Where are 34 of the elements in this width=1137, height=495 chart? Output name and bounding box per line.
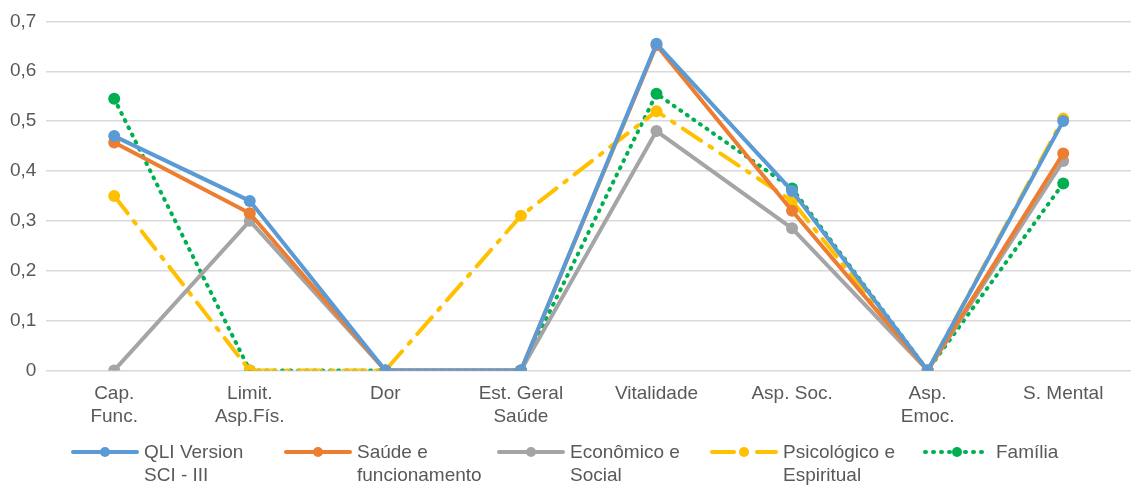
- point: [786, 204, 799, 217]
- x-tick-label: Dor: [370, 382, 402, 404]
- y-tick-label: 0,5: [9, 109, 37, 131]
- point: [1057, 177, 1070, 190]
- y-tick-label: 0,4: [9, 159, 37, 181]
- y-tick-label: 0,2: [9, 258, 37, 280]
- point: [1057, 147, 1070, 160]
- x-tick-label: Est. Geral Saúde: [478, 382, 564, 426]
- y-tick-label: 0,7: [9, 9, 37, 31]
- legend-label: QLI Version SCI - III: [144, 440, 245, 486]
- point: [108, 189, 121, 202]
- point: [650, 125, 663, 138]
- x-tick-label: Vitalidade: [614, 382, 699, 404]
- point: [786, 222, 799, 235]
- x-tick-label: Cap. Func.: [90, 382, 138, 426]
- legend-label: Família: [996, 440, 1059, 463]
- x-tick-label: Limit. Asp.Fís.: [214, 382, 285, 426]
- legend-label: Saúde e funcionamento: [357, 440, 482, 486]
- x-tick-label: Asp. Soc.: [751, 382, 833, 404]
- y-tick-label: 0,3: [9, 209, 37, 231]
- point: [514, 209, 527, 222]
- point: [650, 87, 663, 100]
- x-tick-label: S. Mental: [1023, 382, 1104, 404]
- point: [108, 130, 121, 143]
- legend-label: Econômico e Social: [570, 440, 681, 486]
- point: [243, 207, 256, 220]
- point: [108, 92, 121, 105]
- y-tick-label: 0,1: [9, 308, 37, 330]
- legend-label: Psicológico e Espiritual: [783, 440, 896, 486]
- point: [650, 105, 663, 118]
- x-tick-label: Asp. Emoc.: [900, 382, 955, 426]
- point: [243, 194, 256, 207]
- y-tick-label: 0,6: [9, 59, 37, 81]
- y-tick-label: 0: [25, 358, 37, 380]
